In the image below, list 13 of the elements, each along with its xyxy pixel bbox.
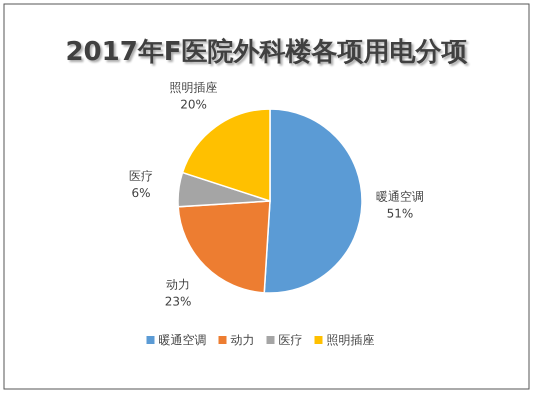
data-label: 6%: [132, 186, 151, 200]
data-label: 23%: [164, 294, 192, 308]
legend-label: 动力: [230, 333, 254, 347]
slice-label: 动力: [166, 277, 190, 292]
chart-title: 2017年F医院外科楼各项用电分项: [65, 37, 468, 67]
legend-label: 照明插座: [326, 333, 374, 347]
slice-label: 暖通空调: [376, 190, 424, 204]
slice-label: 照明插座: [170, 80, 218, 94]
data-label: 20%: [180, 97, 207, 112]
slice-label: 医疗: [129, 169, 154, 184]
legend-label: 暖通空调: [158, 333, 206, 347]
data-label: 51%: [386, 206, 414, 221]
legend-label: 医疗: [278, 333, 302, 347]
